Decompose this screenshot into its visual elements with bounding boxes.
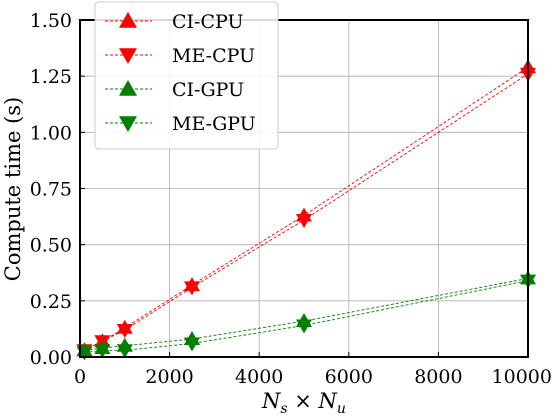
x-tick-label: 10000 xyxy=(492,366,552,388)
data-point-triangle-down xyxy=(119,116,137,132)
data-point-triangle-down xyxy=(119,48,137,64)
legend-label: CI-CPU xyxy=(172,11,243,33)
y-tick-label: 1.50 xyxy=(30,10,72,32)
data-point-triangle-up xyxy=(119,80,137,96)
data-point-triangle-down xyxy=(116,324,133,339)
legend-item: CI-GPU xyxy=(105,79,244,101)
x-axis-label: Ns × Nu xyxy=(261,389,346,414)
data-point-triangle-down xyxy=(116,344,133,359)
y-tick-label: 0.25 xyxy=(30,291,72,313)
y-tick-label: 1.25 xyxy=(30,66,72,88)
x-tick-label: 8000 xyxy=(414,366,462,388)
legend-label: ME-CPU xyxy=(172,45,255,67)
x-tick-label: 4000 xyxy=(235,366,283,388)
legend: CI-CPU ME-CPU CI-GPU ME-GPU xyxy=(94,1,279,150)
y-tick-label: 0.75 xyxy=(30,179,72,201)
data-point-triangle-down xyxy=(94,344,111,359)
ticks-layer: 0 2000 4000 6000 8000 10000 0.00 0.25 0.50 0.75 1.… xyxy=(30,10,552,388)
series-layer xyxy=(76,59,536,361)
data-point-triangle-down xyxy=(296,319,312,334)
data-point-triangle-down xyxy=(296,213,312,228)
y-tick-label: 1.00 xyxy=(30,122,72,144)
legend-label: CI-GPU xyxy=(172,79,244,101)
series-line xyxy=(84,277,529,351)
y-tick-label: 0.00 xyxy=(30,347,72,369)
y-tick-label: 0.50 xyxy=(30,235,72,257)
series-ci-gpu xyxy=(76,270,536,357)
data-point-triangle-up xyxy=(119,12,137,28)
y-axis-label: Compute time (s) xyxy=(1,97,25,281)
legend-item: ME-GPU xyxy=(105,113,256,135)
data-point-triangle-down xyxy=(184,337,200,352)
x-tick-label: 0 xyxy=(74,366,86,388)
x-tick-label: 6000 xyxy=(325,366,373,388)
legend-item: CI-CPU xyxy=(105,11,243,33)
data-point-triangle-down xyxy=(184,281,200,296)
legend-item: ME-CPU xyxy=(105,45,255,67)
legend-label: ME-GPU xyxy=(172,113,256,135)
legend-box xyxy=(94,1,279,150)
x-tick-label: 2000 xyxy=(145,366,193,388)
